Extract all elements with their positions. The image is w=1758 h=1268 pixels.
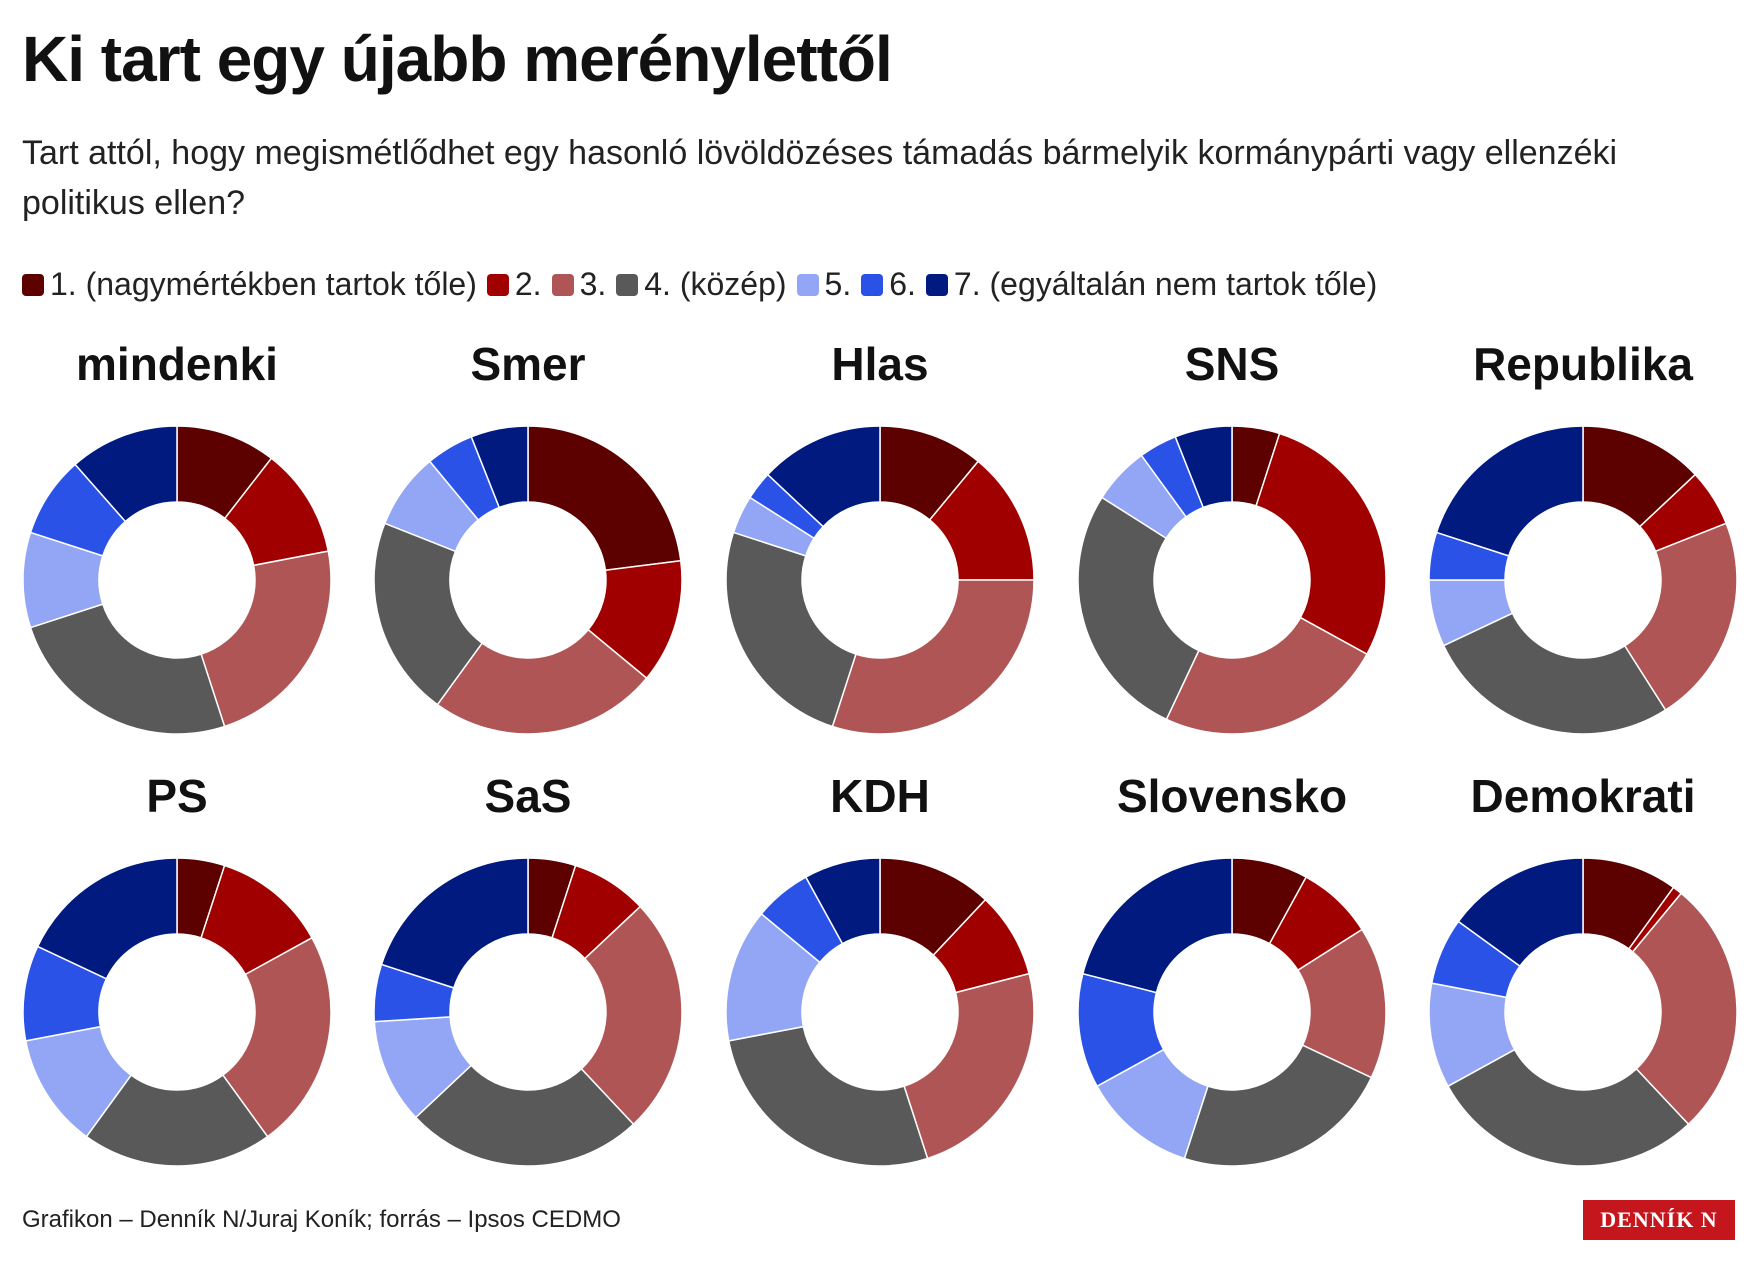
legend-item: 7. (egyáltalán nem tartok tőle) <box>925 266 1378 303</box>
legend-label: 7. (egyáltalán nem tartok tőle) <box>953 266 1378 302</box>
legend-label: 6. <box>889 266 916 302</box>
donut-segment <box>470 425 529 509</box>
donut-segment <box>373 522 484 706</box>
donut-segment <box>1435 425 1584 557</box>
chart-title: Slovensko <box>1117 770 1347 822</box>
legend-swatch <box>796 273 819 296</box>
donut-segment <box>527 425 682 572</box>
donut-segment <box>804 857 881 945</box>
donut-segment <box>1631 892 1738 1126</box>
chart-title: Republika <box>1473 338 1693 390</box>
chart-title: PS <box>146 770 207 822</box>
legend-swatch <box>486 273 509 296</box>
legend-item: 4. (közép) <box>616 266 787 303</box>
donut-segment <box>725 531 857 728</box>
chart-title: Demokrati <box>1471 770 1696 822</box>
donut-segment <box>1183 1044 1373 1167</box>
donut-segment <box>1255 432 1387 656</box>
chart-title: mindenki <box>76 338 278 390</box>
chart-title: Smer <box>470 338 585 390</box>
legend: 1. (nagymértékben tartok tőle) 2. 3. 4. (kö… <box>22 266 1742 303</box>
donut-segment <box>436 628 648 735</box>
donut-segment <box>85 1074 269 1167</box>
donut-segment <box>1165 616 1368 735</box>
subtitle: Tart attól, hogy megismétlődhet egy haso… <box>22 134 1618 222</box>
chart-title: SaS <box>485 770 572 822</box>
donut-segment <box>903 972 1035 1160</box>
donut-segment <box>221 936 332 1138</box>
legend-swatch <box>551 273 574 296</box>
donut-segment <box>580 905 683 1126</box>
legend-item: 2. <box>486 266 542 303</box>
legend-item: 1. (nagymértékben tartok tőle) <box>22 266 477 303</box>
legend-swatch <box>925 273 948 296</box>
donut-segment <box>74 425 178 523</box>
donut-segment <box>1623 522 1738 712</box>
legend-label: 1. (nagymértékben tartok tőle) <box>50 266 477 302</box>
legend-item: 5. <box>796 266 852 303</box>
chart-title: KDH <box>830 770 930 822</box>
donut-segment <box>29 603 226 735</box>
legend-label: 4. (közép) <box>644 266 787 302</box>
donut-segment <box>1442 612 1667 735</box>
legend-swatch <box>22 273 44 296</box>
donut-segment <box>766 425 881 528</box>
footer: Grafikon – Denník N/Juraj Koník; forrás … <box>22 1206 621 1233</box>
logo: DENNÍK N <box>1583 1200 1735 1240</box>
donut-segment <box>1447 1048 1690 1167</box>
donut-segment <box>200 550 332 728</box>
legend-swatch <box>616 273 639 296</box>
donut-segment <box>1077 496 1200 721</box>
donut-segment <box>414 1064 635 1167</box>
donut-segment <box>36 857 178 980</box>
legend-label: 2. <box>514 266 542 302</box>
chart-title: SNS <box>1185 338 1280 390</box>
legend-label: 3. <box>579 266 607 302</box>
donut-segment <box>1081 857 1233 994</box>
legend-item: 6. <box>861 266 916 303</box>
donut-segment <box>1174 425 1233 509</box>
donut-segment <box>727 1025 929 1167</box>
title: Ki tart egy újabb merénylettől <box>22 23 893 95</box>
legend-swatch <box>861 273 884 296</box>
donut-segment <box>831 579 1035 735</box>
donut-segment <box>380 857 529 989</box>
chart-title: Hlas <box>831 338 928 390</box>
legend-label: 5. <box>824 266 852 302</box>
donut-segment <box>1457 857 1584 968</box>
legend-item: 3. <box>551 266 607 303</box>
